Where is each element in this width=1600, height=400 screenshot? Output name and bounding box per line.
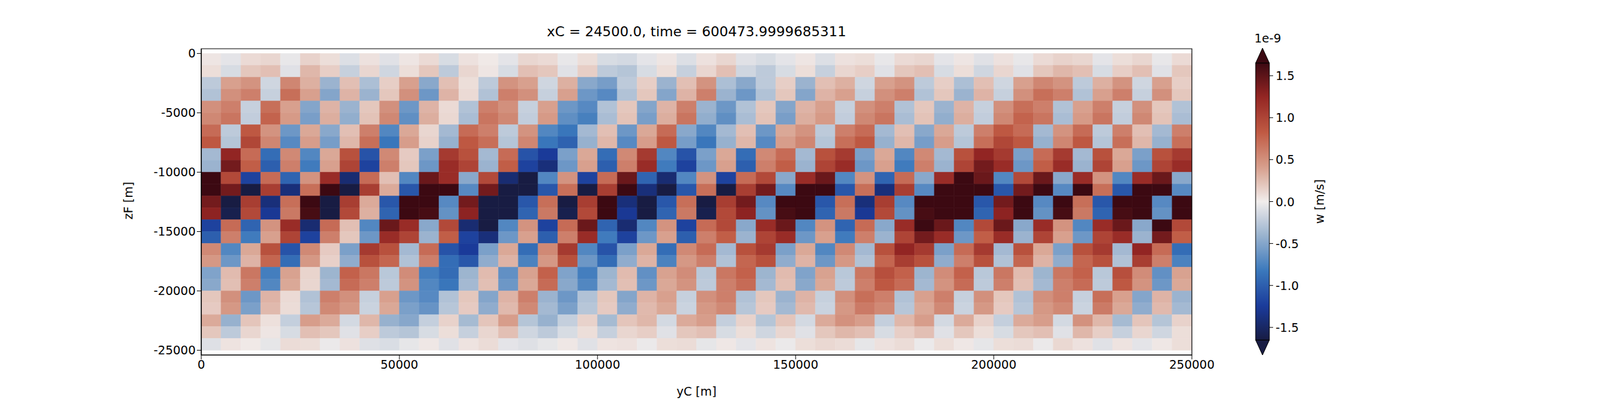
svg-text:0.5: 0.5 (1275, 152, 1295, 167)
svg-text:-15000: -15000 (153, 224, 196, 239)
svg-text:0.0: 0.0 (1275, 195, 1295, 209)
svg-text:0: 0 (197, 357, 205, 372)
svg-text:150000: 150000 (773, 357, 819, 372)
svg-text:-10000: -10000 (153, 165, 196, 179)
svg-text:250000: 250000 (1169, 357, 1215, 372)
svg-text:50000: 50000 (380, 357, 419, 372)
svg-text:-1.0: -1.0 (1275, 278, 1299, 293)
svg-text:1.5: 1.5 (1275, 68, 1295, 83)
svg-text:200000: 200000 (971, 357, 1017, 372)
svg-text:-25000: -25000 (153, 343, 196, 357)
svg-text:0: 0 (188, 46, 196, 60)
svg-text:-20000: -20000 (153, 283, 196, 298)
svg-text:yC [m]: yC [m] (676, 384, 717, 399)
html-text:zF [m]: zF [m] (121, 181, 135, 220)
svg-text:-5000: -5000 (161, 105, 196, 120)
svg-text:-0.5: -0.5 (1275, 236, 1299, 251)
svg-text:100000: 100000 (575, 357, 621, 372)
html-text:xC = 24500.0, time = 600473.99: xC = 24500.0, time = 600473.9999685311 (546, 23, 847, 40)
svg-text:1e-9: 1e-9 (1254, 31, 1282, 45)
svg-text:w [m/s]: w [m/s] (1312, 179, 1327, 224)
svg-text:-1.5: -1.5 (1275, 320, 1299, 335)
svg-text:1.0: 1.0 (1275, 110, 1295, 125)
